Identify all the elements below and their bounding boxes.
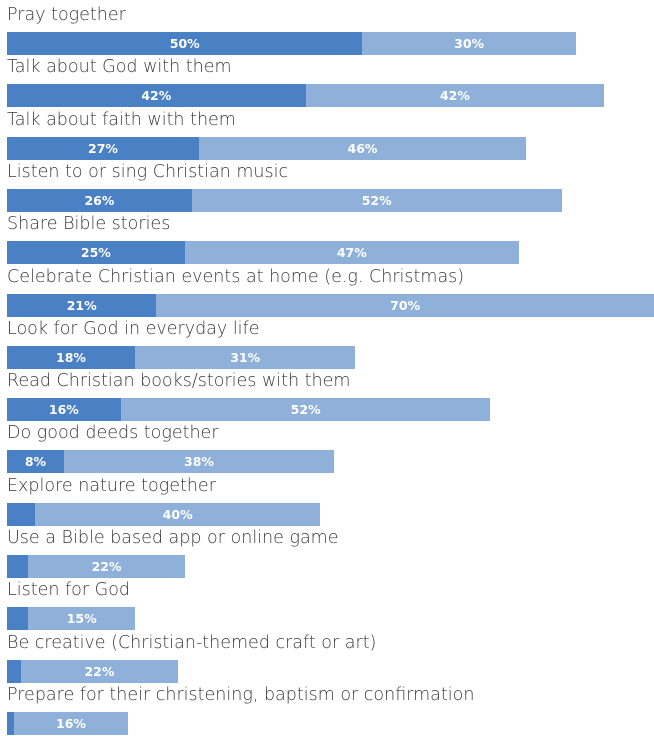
bar-segment-series-2 [362, 32, 576, 55]
bar-segment-series-2 [63, 450, 335, 474]
category-label: Be creative (Christian-themed craft or a… [7, 632, 377, 653]
bar-segment-series-2 [305, 84, 605, 108]
data-label: 42% [141, 88, 172, 104]
bar-segment-series-1 [7, 293, 157, 317]
data-label: 38% [184, 454, 214, 470]
data-label: 16% [48, 402, 79, 418]
category-label: Read Christian books/stories with them [7, 371, 351, 392]
category-label: Do good deeds together [7, 423, 219, 444]
bar-segment-series-1 [7, 345, 135, 369]
chart-row: Read Christian books/stories with them 16… [0, 370, 654, 422]
category-label: Use a Bible based app or online game [7, 528, 339, 548]
chart-row: Explore nature together 40% [0, 475, 654, 527]
bar-segment-series-1 [7, 607, 29, 631]
bar-segment-series-2 [21, 659, 178, 683]
data-label: 21% [66, 297, 97, 313]
bar-segment-series-2 [191, 188, 562, 212]
bar-segment-series-1 [7, 659, 22, 683]
data-label: 27% [88, 140, 118, 156]
data-label: 47% [336, 245, 367, 261]
bar-segment-series-2 [14, 711, 128, 735]
chart-row: Listen to or sing Christian music 26% 52% [0, 161, 654, 213]
data-label: 31% [230, 349, 261, 365]
chart-row: Be creative (Christian-themed craft or a… [0, 632, 654, 684]
category-label: Share Bible stories [7, 214, 171, 235]
data-label: 22% [91, 559, 122, 574]
data-label: 18% [56, 349, 86, 365]
bar-segment-series-1 [7, 84, 306, 108]
data-label: 26% [84, 192, 115, 208]
chart-row: Talk about God with them 42% 42% [0, 56, 654, 108]
data-label: 52% [290, 402, 321, 418]
category-label: Celebrate Christian events at home (e.g.… [7, 266, 465, 287]
chart-row: Prepare for their christening, baptism o… [0, 684, 654, 736]
data-label: 15% [66, 611, 97, 627]
bar-segment-series-2 [134, 345, 356, 369]
data-label: 46% [347, 140, 378, 156]
bar-segment-series-2 [28, 555, 185, 578]
bar-segment-series-1 [7, 555, 29, 578]
chart-row: Use a Bible based app or online game 22% [0, 527, 654, 579]
bar-segment-series-2 [120, 398, 491, 422]
chart-row: Share Bible stories 25% 47% [0, 213, 654, 265]
chart-row: Talk about faith with them 27% 46% [0, 109, 654, 161]
category-label: Talk about God with them [7, 57, 232, 78]
bar-segment-series-1 [7, 450, 64, 474]
data-label: 42% [439, 88, 470, 104]
category-label: Prepare for their christening, baptism o… [7, 684, 475, 705]
bar-segment-series-2 [198, 136, 526, 160]
chart-row: Do good deeds together 8% 38% [0, 422, 654, 474]
chart-row: Look for God in everyday life 18% 31% [0, 318, 654, 370]
data-label: 70% [390, 297, 421, 313]
category-label: Listen to or sing Christian music [7, 161, 289, 182]
category-label: Pray together [7, 5, 126, 25]
data-label: 30% [454, 36, 485, 51]
bar-segment-series-1 [7, 711, 15, 735]
bar-segment-series-1 [7, 398, 121, 422]
bar-segment-series-2 [28, 607, 135, 631]
bar-segment-series-1 [7, 32, 363, 55]
data-label: 52% [361, 192, 392, 208]
bar-segment-series-1 [7, 241, 185, 265]
category-label: Look for God in everyday life [7, 318, 260, 339]
bar-segment-series-2 [156, 293, 654, 317]
bar-segment-series-1 [7, 502, 36, 526]
category-label: Explore nature together [7, 475, 216, 496]
data-label: 16% [56, 715, 86, 731]
category-label: Listen for God [7, 580, 131, 601]
chart-row: Listen for God 15% [0, 579, 654, 631]
chart-row: Pray together 50% 30% [0, 4, 654, 56]
bar-segment-series-1 [7, 136, 199, 160]
bar-segment-series-1 [7, 188, 192, 212]
bar-segment-series-2 [184, 241, 519, 265]
data-label: 25% [80, 245, 111, 261]
data-label: 40% [162, 506, 193, 522]
data-label: 8% [24, 454, 47, 470]
data-label: 22% [84, 663, 115, 679]
chart-row: Celebrate Christian events at home (e.g.… [0, 266, 654, 318]
category-label: Talk about faith with them [7, 109, 236, 130]
data-label: 50% [169, 36, 200, 51]
bar-segment-series-2 [35, 502, 320, 526]
